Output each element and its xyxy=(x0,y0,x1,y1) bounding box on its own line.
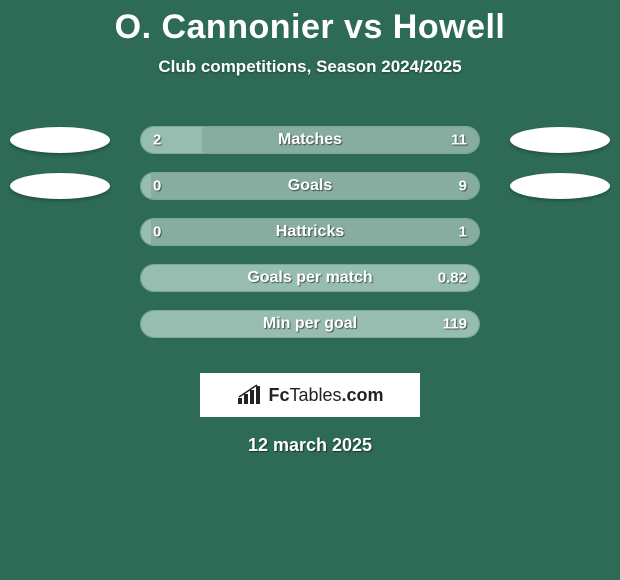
page-title: O. Cannonier vs Howell xyxy=(0,0,620,47)
stat-label: Min per goal xyxy=(263,315,357,333)
value-right: 1 xyxy=(459,224,467,241)
stat-bar: 2 11 Matches xyxy=(140,126,480,154)
value-left: 0 xyxy=(153,178,161,195)
comparison-chart: 2 11 Matches 0 9 Goals 0 1 Hattricks 0.82 Goals pe… xyxy=(0,117,620,347)
stat-label: Goals per match xyxy=(247,269,372,287)
logo-brand-bold: Fc xyxy=(268,385,289,405)
stat-label: Hattricks xyxy=(276,223,344,241)
stat-row: 2 11 Matches xyxy=(0,117,620,163)
value-left: 2 xyxy=(153,132,161,149)
stat-row: 0.82 Goals per match xyxy=(0,255,620,301)
logo-box: FcTables.com xyxy=(200,373,420,417)
stat-bar: 0.82 Goals per match xyxy=(140,264,480,292)
stat-bar: 0 9 Goals xyxy=(140,172,480,200)
value-left: 0 xyxy=(153,224,161,241)
stat-row: 0 9 Goals xyxy=(0,163,620,209)
seg-left xyxy=(141,219,151,245)
stat-bar: 119 Min per goal xyxy=(140,310,480,338)
stat-row: 119 Min per goal xyxy=(0,301,620,347)
stat-label: Matches xyxy=(278,131,342,149)
logo-brand-suffix: .com xyxy=(342,385,384,405)
left-disc xyxy=(10,127,110,153)
value-right: 0.82 xyxy=(438,270,467,287)
stat-row: 0 1 Hattricks xyxy=(0,209,620,255)
right-disc xyxy=(510,173,610,199)
stat-label: Goals xyxy=(288,177,332,195)
seg-left xyxy=(141,127,202,153)
subtitle: Club competitions, Season 2024/2025 xyxy=(0,57,620,77)
value-right: 119 xyxy=(443,316,467,333)
bars-icon xyxy=(236,384,264,406)
stat-bar: 0 1 Hattricks xyxy=(140,218,480,246)
value-right: 9 xyxy=(459,178,467,195)
date-label: 12 march 2025 xyxy=(0,435,620,456)
right-disc xyxy=(510,127,610,153)
left-disc xyxy=(10,173,110,199)
seg-left xyxy=(141,173,151,199)
logo-text: FcTables.com xyxy=(268,385,383,406)
value-right: 11 xyxy=(451,132,467,149)
logo-brand-light: Tables xyxy=(289,385,341,405)
